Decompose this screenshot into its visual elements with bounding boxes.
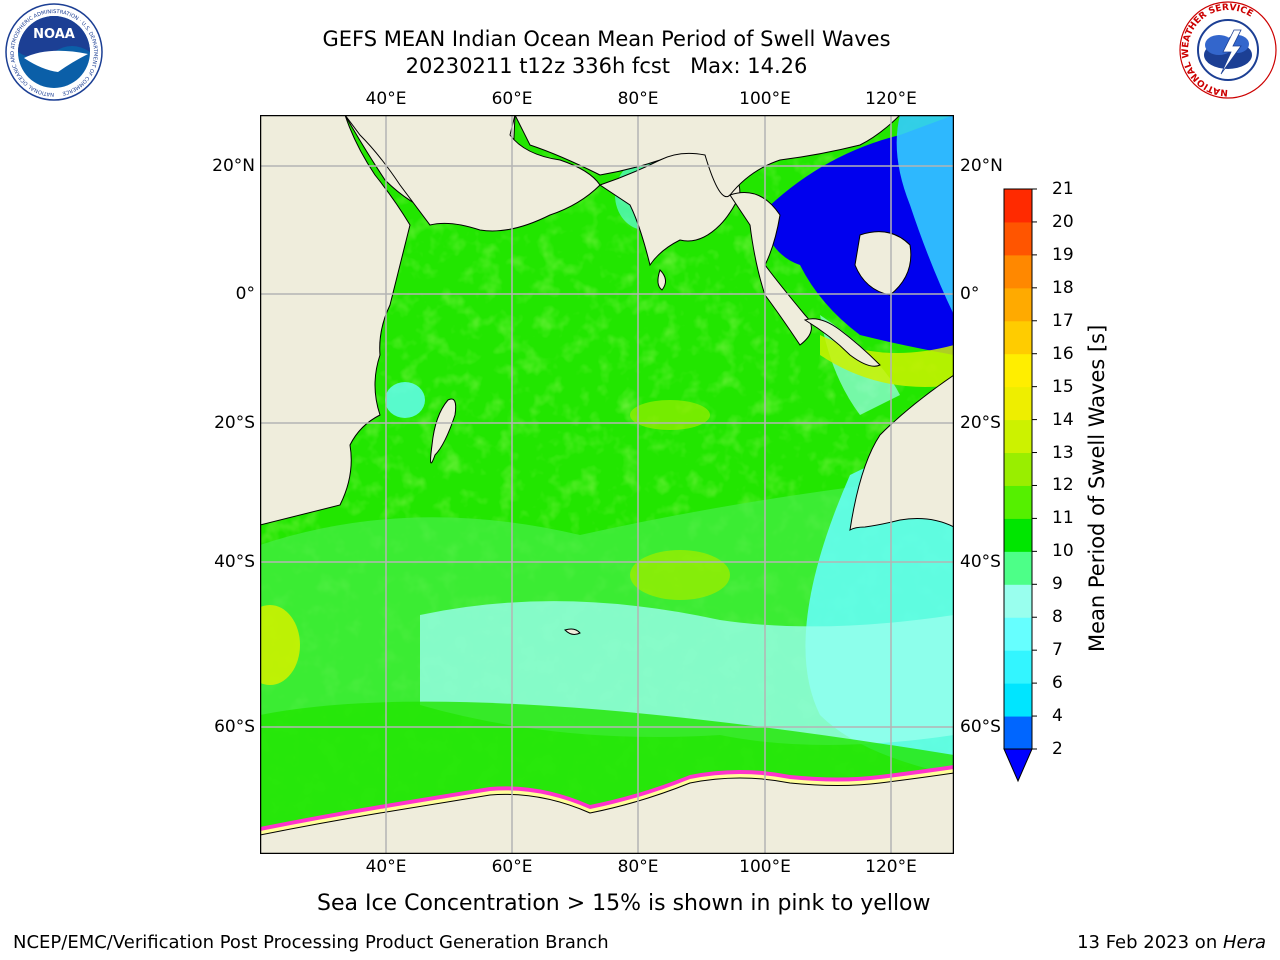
land-borneo bbox=[854, 231, 912, 296]
map-panel bbox=[260, 115, 954, 854]
lon-label-bottom-100e: 100°E bbox=[739, 857, 791, 877]
lon-label-top-60e: 60°E bbox=[491, 89, 533, 109]
lon-label-bottom-80e: 80°E bbox=[617, 857, 659, 877]
swell-zone-12s-north bbox=[630, 400, 710, 430]
colorbar-segment bbox=[1004, 617, 1032, 651]
colorbar-segment bbox=[1004, 485, 1032, 519]
lat-label-left-60s: 60°S bbox=[214, 717, 255, 737]
swell-zone-12s-central bbox=[630, 550, 730, 600]
sea-ice-note: Sea Ice Concentration > 15% is shown in … bbox=[317, 891, 931, 916]
land-madagascar bbox=[430, 398, 457, 464]
colorbar-segment bbox=[1004, 518, 1032, 552]
colorbar-tick-label: 21 bbox=[1052, 179, 1074, 199]
colorbar-tick-label: 17 bbox=[1052, 310, 1074, 331]
lat-label-left-0: 0° bbox=[235, 284, 255, 304]
colorbar-tick-label: 7 bbox=[1052, 640, 1063, 661]
lon-label-bottom-120e: 120°E bbox=[865, 857, 917, 877]
colorbar-tick-label: 10 bbox=[1052, 541, 1074, 562]
colorbar-tick-label: 2 bbox=[1052, 739, 1063, 759]
footer-right: 13 Feb 2023 on Hera bbox=[1077, 932, 1266, 953]
colorbar-segment bbox=[1004, 353, 1032, 388]
colorbar-tick-label: 11 bbox=[1052, 508, 1074, 529]
colorbar-frame bbox=[1003, 188, 1033, 750]
lat-label-right-40s: 40°S bbox=[960, 552, 1001, 572]
colorbar-segment bbox=[1004, 254, 1032, 289]
footer-date: 13 Feb 2023 on bbox=[1077, 932, 1223, 953]
lon-label-bottom-40e: 40°E bbox=[365, 857, 407, 877]
land-india-north bbox=[514, 115, 954, 198]
colorbar-tick-label: 14 bbox=[1052, 409, 1074, 430]
lon-label-top-100e: 100°E bbox=[739, 89, 791, 109]
lat-label-right-20s: 20°S bbox=[960, 413, 1001, 433]
colorbar bbox=[1003, 188, 1037, 783]
colorbar-segment bbox=[1004, 584, 1032, 618]
lat-label-left-20s: 20°S bbox=[214, 413, 255, 433]
land-southeast-asia bbox=[729, 192, 812, 346]
lat-label-left-20n: 20°N bbox=[212, 156, 255, 176]
lat-label-right-60s: 60°S bbox=[960, 717, 1001, 737]
land-sumatra bbox=[803, 318, 881, 367]
nws-logo: NATIONAL WEATHER SERVICE bbox=[1179, 1, 1277, 99]
colorbar-segment bbox=[1004, 650, 1032, 684]
colorbar-tick-label: 9 bbox=[1052, 574, 1063, 595]
colorbar-tick-label: 13 bbox=[1052, 442, 1074, 463]
colorbar-segment bbox=[1004, 320, 1032, 355]
lat-label-left-40s: 40°S bbox=[214, 552, 255, 572]
colorbar-under-triangle bbox=[1003, 748, 1033, 783]
colorbar-tick-label: 18 bbox=[1052, 277, 1074, 298]
colorbar-tick-label: 15 bbox=[1052, 376, 1074, 397]
colorbar-segment bbox=[1004, 551, 1032, 585]
land-australia bbox=[849, 374, 954, 531]
colorbar-label: Mean Period of Swell Waves [s] bbox=[1085, 324, 1109, 652]
footer-left: NCEP/EMC/Verification Post Processing Pr… bbox=[13, 932, 609, 953]
colorbar-segment bbox=[1004, 419, 1032, 454]
colorbar-segment bbox=[1004, 716, 1032, 750]
colorbar-tick-label: 16 bbox=[1052, 343, 1074, 364]
lon-label-top-40e: 40°E bbox=[365, 89, 407, 109]
noaa-logo-text: NOAA bbox=[33, 27, 75, 42]
colorbar-segment bbox=[1004, 287, 1032, 322]
swell-zone-4s bbox=[896, 115, 954, 315]
colorbar-tick-label: 19 bbox=[1052, 244, 1074, 265]
colorbar-segment bbox=[1004, 452, 1032, 486]
colorbar-tick-label: 12 bbox=[1052, 475, 1074, 496]
swell-zone-9s-west bbox=[385, 382, 425, 418]
footer-host: Hera bbox=[1222, 932, 1266, 953]
lon-label-top-80e: 80°E bbox=[617, 89, 659, 109]
title-line-2: 20230211 t12z 336h fcst Max: 14.26 bbox=[405, 54, 808, 78]
colorbar-segment bbox=[1004, 189, 1032, 223]
title-line-1: GEFS MEAN Indian Ocean Mean Period of Sw… bbox=[322, 27, 891, 51]
lat-label-right-0: 0° bbox=[960, 284, 980, 304]
graticule bbox=[260, 115, 954, 854]
colorbar-segment bbox=[1004, 221, 1032, 256]
colorbar-segment bbox=[1004, 386, 1032, 421]
colorbar-tick-label: 6 bbox=[1052, 673, 1063, 694]
colorbar-segment bbox=[1004, 683, 1032, 717]
colorbar-tick-label: 8 bbox=[1052, 607, 1063, 628]
land-kerguelen bbox=[564, 628, 581, 635]
land-sri-lanka bbox=[657, 269, 666, 291]
lon-label-bottom-60e: 60°E bbox=[491, 857, 533, 877]
lat-label-right-20n: 20°N bbox=[960, 156, 1003, 176]
swell-zone-12s-west bbox=[260, 605, 300, 685]
colorbar-tick-label: 4 bbox=[1052, 706, 1063, 727]
lon-label-top-120e: 120°E bbox=[865, 89, 917, 109]
noaa-logo: NOAA NATIONAL OCEANIC AND ATMOSPHERIC AD… bbox=[5, 3, 103, 101]
land-antarctica bbox=[260, 772, 954, 854]
colorbar-tick-label: 20 bbox=[1052, 211, 1074, 232]
